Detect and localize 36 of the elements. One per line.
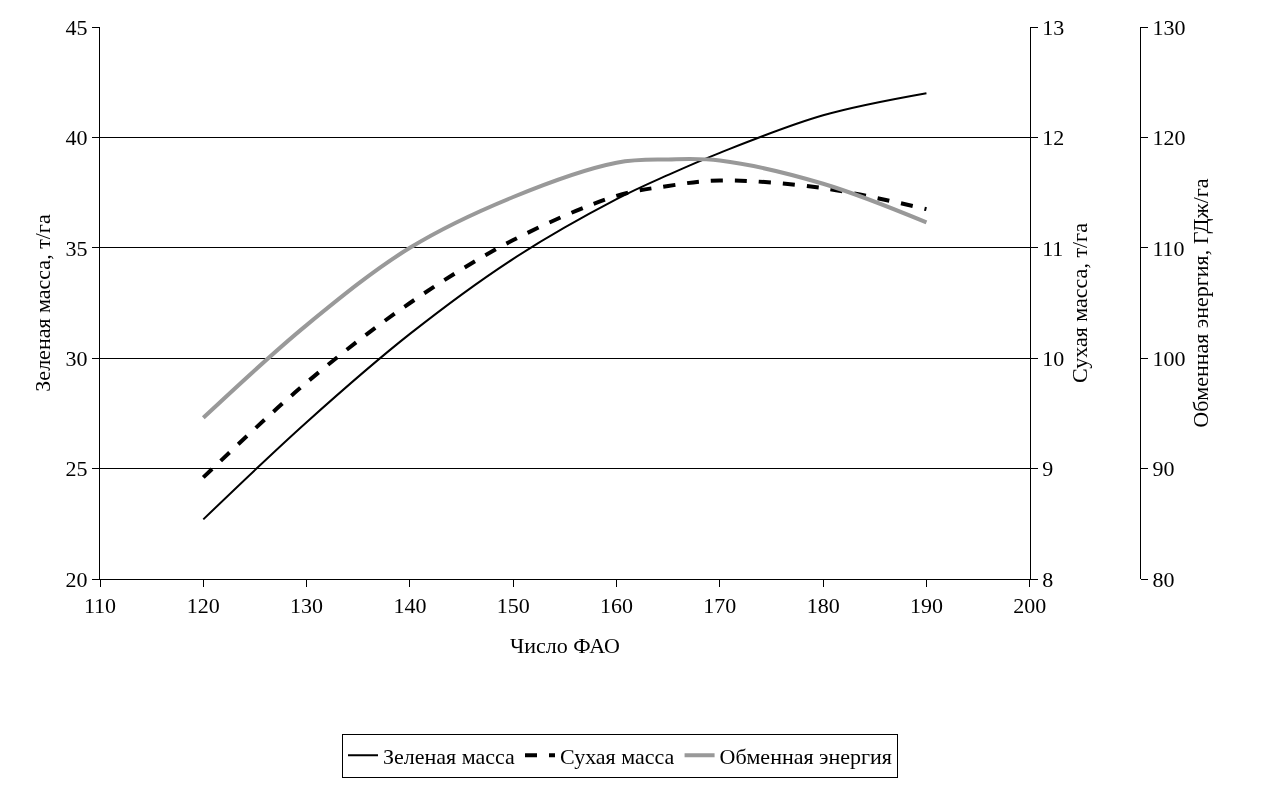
y2-tick-label: 13 xyxy=(1042,14,1065,40)
y2-axis-title: Сухая масса, т/га xyxy=(1067,222,1093,383)
y2-tick-label: 8 xyxy=(1042,566,1054,592)
y3-tick-label: 110 xyxy=(1152,235,1185,261)
x-tick-label: 110 xyxy=(83,593,117,619)
x-tick-label: 170 xyxy=(703,593,737,619)
y-tick-label: 35 xyxy=(65,235,88,261)
y2-tick-label: 9 xyxy=(1042,456,1054,482)
y3-axis-title: Обменная энергия, ГДж/га xyxy=(1188,178,1214,428)
y3-tick-label: 80 xyxy=(1152,566,1175,592)
y-tick-label: 20 xyxy=(65,566,88,592)
y-axis-title: Зеленая масса, т/га xyxy=(30,214,56,392)
x-tick-label: 120 xyxy=(186,593,220,619)
legend-label: Зеленая масса xyxy=(383,743,516,769)
x-tick-label: 200 xyxy=(1013,593,1047,619)
x-tick-label: 140 xyxy=(393,593,427,619)
y-tick-label: 45 xyxy=(65,14,88,40)
y3-tick-label: 120 xyxy=(1152,125,1186,151)
x-tick-label: 150 xyxy=(496,593,530,619)
x-tick-label: 180 xyxy=(806,593,840,619)
y3-tick-label: 130 xyxy=(1152,14,1186,40)
y2-tick-label: 10 xyxy=(1042,345,1065,371)
x-tick-label: 130 xyxy=(290,593,324,619)
y-tick-label: 30 xyxy=(65,345,88,371)
x-tick-label: 160 xyxy=(600,593,634,619)
y3-tick-label: 90 xyxy=(1152,456,1175,482)
x-axis-title: Число ФАО xyxy=(509,633,620,659)
x-tick-label: 190 xyxy=(909,593,943,619)
y-tick-label: 40 xyxy=(65,125,88,151)
y2-tick-label: 12 xyxy=(1042,125,1065,151)
y-tick-label: 25 xyxy=(65,456,88,482)
y3-tick-label: 100 xyxy=(1152,345,1186,371)
line-series xyxy=(201,157,929,420)
legend-label: Обменная энергия xyxy=(719,743,892,769)
y2-tick-label: 11 xyxy=(1042,235,1064,261)
legend-label: Сухая масса xyxy=(560,743,675,769)
